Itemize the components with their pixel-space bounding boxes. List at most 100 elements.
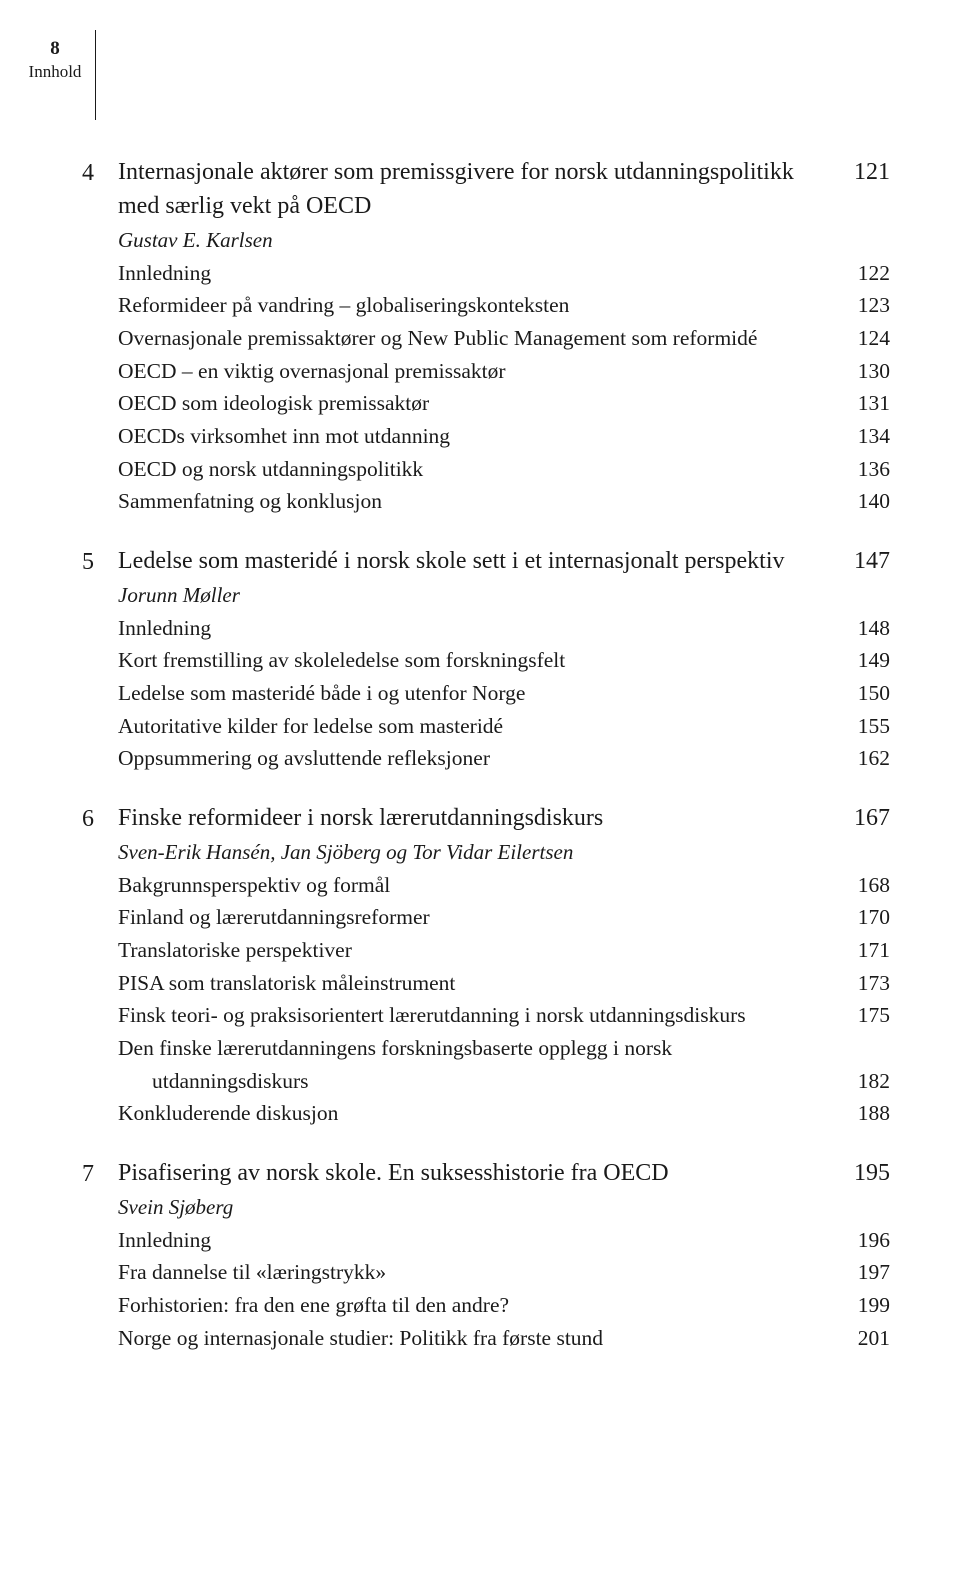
entry-title: Konkluderende diskusjon [118,1097,840,1130]
page-number: 8 [20,38,90,60]
chapter-number: 6 [82,801,94,837]
toc-entry: Innledning122 [118,257,890,290]
entry-page: 196 [840,1224,890,1257]
entry-title: Innledning [118,1224,840,1257]
chapter-title: Pisafisering av norsk skole. En suksessh… [118,1156,840,1190]
chapter: 4Internasjonale aktører som premissgiver… [118,155,890,518]
entry-title: Den finske lærerutdanningens forskningsb… [118,1032,840,1097]
entry-title: Finsk teori- og praksisorientert lærerut… [118,999,840,1032]
entry-title: Bakgrunnsperspektiv og formål [118,869,840,902]
chapter-number: 7 [82,1156,94,1192]
entry-page: 124 [840,322,890,355]
entry-title: Sammenfatning og konklusjon [118,485,840,518]
entry-page: 162 [840,742,890,775]
entry-page: 188 [840,1097,890,1130]
toc-entry: Finland og lærerutdanningsreformer170 [118,901,890,934]
chapter-author: Jorunn Møller [118,580,890,612]
entry-title: OECD og norsk utdanningspolitikk [118,453,840,486]
entry-page: 171 [840,934,890,967]
entry-title: Fra dannelse til «læringstrykk» [118,1256,840,1289]
toc-entry: Translatoriske perspektiver171 [118,934,890,967]
chapter-author: Svein Sjøberg [118,1192,890,1224]
entry-title: PISA som translatorisk måleinstrument [118,967,840,1000]
toc-entry: Overnasjonale premissaktører og New Publ… [118,322,890,355]
entry-page: 123 [840,289,890,322]
chapter-page: 121 [840,155,890,189]
page-header: 8 Innhold [20,38,90,82]
toc-entry: Innledning148 [118,612,890,645]
toc-entry: PISA som translatorisk måleinstrument173 [118,967,890,1000]
entry-title: Norge og internasjonale studier: Politik… [118,1322,840,1355]
section-label: Innhold [20,62,90,82]
toc-entry: Den finske lærerutdanningens forskningsb… [118,1032,890,1097]
chapter-title-row: 4Internasjonale aktører som premissgiver… [118,155,890,223]
toc-entry: Norge og internasjonale studier: Politik… [118,1322,890,1355]
toc-entry: OECD som ideologisk premissaktør131 [118,387,890,420]
chapter-page: 195 [840,1156,890,1190]
entry-page: 170 [840,901,890,934]
toc-entry: Finsk teori- og praksisorientert lærerut… [118,999,890,1032]
entry-page: 122 [840,257,890,290]
chapter-page: 167 [840,801,890,835]
entry-page: 150 [840,677,890,710]
entry-page: 201 [840,1322,890,1355]
entry-title: Forhistorien: fra den ene grøfta til den… [118,1289,840,1322]
entry-title: Innledning [118,612,840,645]
entry-title: Autoritative kilder for ledelse som mast… [118,710,840,743]
toc-entry: Oppsummering og avsluttende refleksjoner… [118,742,890,775]
toc-entry: Forhistorien: fra den ene grøfta til den… [118,1289,890,1322]
chapter-title: Internasjonale aktører som premissgivere… [118,155,840,223]
toc-entry: Innledning196 [118,1224,890,1257]
toc-entry: Sammenfatning og konklusjon140 [118,485,890,518]
toc-entry: OECD – en viktig overnasjonal premissakt… [118,355,890,388]
chapter-number: 5 [82,544,94,580]
entry-title: Reformideer på vandring – globaliserings… [118,289,840,322]
toc-content: 4Internasjonale aktører som premissgiver… [118,155,890,1380]
toc-entry: Bakgrunnsperspektiv og formål168 [118,869,890,902]
entry-page: 168 [840,869,890,902]
entry-page: 182 [840,1065,890,1098]
entry-page: 149 [840,644,890,677]
toc-entry: Ledelse som masteridé både i og utenfor … [118,677,890,710]
entry-title: Innledning [118,257,840,290]
chapter-title: Ledelse som masteridé i norsk skole sett… [118,544,840,578]
chapter: 6Finske reformideer i norsk lærerutdanni… [118,801,890,1130]
chapter-author: Gustav E. Karlsen [118,225,890,257]
entry-page: 197 [840,1256,890,1289]
entry-title: Kort fremstilling av skoleledelse som fo… [118,644,840,677]
entry-title: OECDs virksomhet inn mot utdanning [118,420,840,453]
entry-page: 148 [840,612,890,645]
entry-page: 136 [840,453,890,486]
chapter-title: Finske reformideer i norsk lærerutdannin… [118,801,840,835]
toc-entry: OECDs virksomhet inn mot utdanning134 [118,420,890,453]
chapter-author: Sven-Erik Hansén, Jan Sjöberg og Tor Vid… [118,837,890,869]
entry-title: Finland og lærerutdanningsreformer [118,901,840,934]
entry-title: OECD som ideologisk premissaktør [118,387,840,420]
toc-entry: Autoritative kilder for ledelse som mast… [118,710,890,743]
chapter-page: 147 [840,544,890,578]
chapter-title-row: 5Ledelse som masteridé i norsk skole set… [118,544,890,578]
entry-page: 173 [840,967,890,1000]
chapter: 5Ledelse som masteridé i norsk skole set… [118,544,890,775]
entry-page: 131 [840,387,890,420]
entry-page: 140 [840,485,890,518]
entry-title: OECD – en viktig overnasjonal premissakt… [118,355,840,388]
toc-entry: Kort fremstilling av skoleledelse som fo… [118,644,890,677]
chapter-title-row: 7Pisafisering av norsk skole. En suksess… [118,1156,890,1190]
chapter-number: 4 [82,155,94,191]
entry-page: 130 [840,355,890,388]
entry-title: Translatoriske perspektiver [118,934,840,967]
entry-page: 199 [840,1289,890,1322]
entry-title: Overnasjonale premissaktører og New Publ… [118,322,840,355]
chapter: 7Pisafisering av norsk skole. En suksess… [118,1156,890,1354]
header-rule [95,30,96,120]
entry-title: Ledelse som masteridé både i og utenfor … [118,677,840,710]
entry-page: 175 [840,999,890,1032]
entry-page: 155 [840,710,890,743]
toc-entry: Fra dannelse til «læringstrykk»197 [118,1256,890,1289]
entry-title: Oppsummering og avsluttende refleksjoner [118,742,840,775]
entry-page: 134 [840,420,890,453]
toc-entry: Konkluderende diskusjon188 [118,1097,890,1130]
chapter-title-row: 6Finske reformideer i norsk lærerutdanni… [118,801,890,835]
toc-entry: OECD og norsk utdanningspolitikk136 [118,453,890,486]
